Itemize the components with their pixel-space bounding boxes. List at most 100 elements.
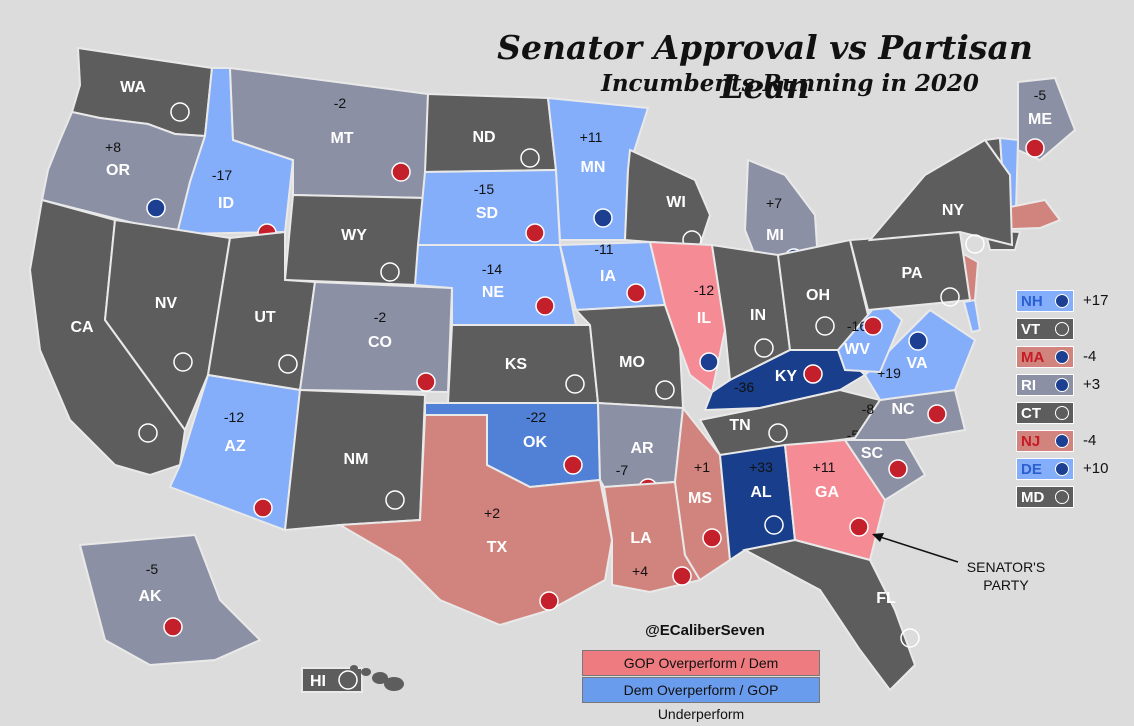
state-or-value: +8: [105, 139, 121, 155]
state-nd-label: ND: [472, 129, 495, 146]
legend-box-nh: NH: [1016, 290, 1074, 312]
party-dot: [253, 498, 273, 518]
minor-state-shape: [962, 298, 982, 334]
state-ga-label: GA: [815, 484, 839, 501]
state-tx: TX +2: [336, 414, 614, 627]
state-mo-label: MO: [619, 354, 645, 371]
state-nm: NM: [283, 388, 427, 532]
state-in-label: IN: [750, 307, 766, 324]
state-sc: SC-5: [843, 427, 927, 502]
state-ut-label: UT: [254, 309, 276, 326]
state-ky: KY -36: [703, 349, 867, 412]
no-incumbent-dot: [815, 316, 835, 336]
legend-ct-label: CT: [1021, 405, 1041, 422]
state-ks-label: KS: [505, 356, 528, 373]
state-id-value: -17: [212, 167, 232, 183]
state-ny-label: NY: [942, 202, 965, 219]
legend-vt-label: VT: [1021, 321, 1041, 338]
party-dot: [563, 455, 583, 475]
state-mi-value: +7: [766, 195, 782, 211]
state-sd-label: SD: [476, 205, 498, 222]
legend-nj-value: -4: [1083, 432, 1097, 449]
state-ms-label: MS: [688, 490, 712, 507]
annotation-arrow-line: [873, 534, 959, 563]
party-dot: [699, 352, 719, 372]
state-mn-value: +11: [580, 129, 603, 145]
state-ms: MS +1: [673, 405, 732, 582]
state-ak-shape: [78, 533, 262, 667]
state-va-shape: [863, 308, 977, 402]
state-wv-label: WV: [844, 341, 870, 358]
state-ia-value: -11: [594, 241, 613, 257]
state-sd-value: -15: [474, 181, 494, 197]
legend-de-value: +10: [1083, 460, 1109, 477]
state-az-shape: [168, 373, 302, 532]
hawaii-island: [350, 665, 358, 671]
state-il-label: IL: [697, 310, 711, 327]
state-nm-label: NM: [344, 451, 369, 468]
party-dot: [702, 528, 722, 548]
party-dot: [535, 296, 555, 316]
legend-box-vt: VT: [1016, 318, 1074, 340]
state-nv-shape: [103, 218, 232, 433]
legend-ma-value: -4: [1083, 348, 1097, 365]
no-incumbent-dot: [900, 628, 920, 648]
legend-box-md: MD: [1016, 486, 1074, 508]
state-wv-shape: [836, 298, 904, 374]
state-ak: AK -5: [78, 533, 262, 667]
state-al-label: AL: [750, 484, 772, 501]
state-nd: ND: [423, 92, 558, 174]
state-fl-label: FL: [876, 590, 896, 607]
state-wi-shape: [623, 148, 712, 247]
party-dot: [1055, 294, 1069, 308]
key-dem-overperform: Dem Overperform / GOP Underperform: [582, 677, 820, 722]
state-nc-label: NC: [891, 401, 915, 418]
state-id-label: ID: [218, 195, 234, 212]
no-incumbent-dot: [655, 380, 675, 400]
no-incumbent-dot: [764, 515, 784, 535]
map-subtitle: Incumbents Running in 2020: [601, 70, 979, 97]
annotation-arrow-head: [872, 533, 884, 542]
state-pa-label: PA: [901, 265, 922, 282]
state-ms-value: +1: [694, 459, 710, 475]
state-sd: SD -15: [416, 168, 562, 246]
no-incumbent-dot: [565, 374, 585, 394]
state-ga: GA +11: [783, 438, 887, 562]
legend-ri-value: +3: [1083, 376, 1101, 393]
state-mt-value: -2: [334, 95, 347, 111]
state-mn: MN +11: [546, 96, 650, 241]
legend-box-nj: NJ: [1016, 430, 1074, 452]
state-nc: NC -8: [844, 388, 967, 441]
party-dot: [593, 208, 613, 228]
state-ky-value: -36: [734, 379, 754, 395]
state-ga-value: +11: [813, 459, 836, 475]
state-hi-shape: [301, 667, 363, 693]
state-ny-shape: [867, 138, 1014, 247]
state-mn-label: MN: [581, 159, 606, 176]
state-ok-value: -22: [526, 409, 546, 425]
state-va-value: +19: [877, 365, 901, 381]
state-il-value: -12: [694, 282, 714, 298]
key-gop-overperform: GOP Overperform / Dem Underperform: [582, 650, 820, 695]
state-ar-label: AR: [630, 440, 654, 457]
state-mi-label: MI: [766, 227, 784, 244]
party-dot: [416, 372, 436, 392]
legend-nh-label: NH: [1021, 293, 1043, 310]
party-dot: [391, 162, 411, 182]
state-co-label: CO: [368, 334, 392, 351]
state-nc-value: -8: [862, 401, 875, 417]
party-dot: [908, 331, 928, 351]
state-az: AZ -12: [168, 373, 302, 532]
state-wv: WV -16: [836, 298, 904, 374]
state-la-label: LA: [630, 530, 652, 547]
state-co: CO -2: [298, 280, 454, 394]
state-va-label: VA: [906, 355, 927, 372]
party-dot: [849, 517, 869, 537]
no-incumbent-dot: [940, 287, 960, 307]
state-fl: FL: [742, 538, 920, 692]
state-mt-label: MT: [330, 130, 353, 147]
state-ar-value: -7: [616, 462, 629, 478]
state-ia-label: IA: [600, 268, 616, 285]
state-hi: HI: [301, 667, 363, 693]
